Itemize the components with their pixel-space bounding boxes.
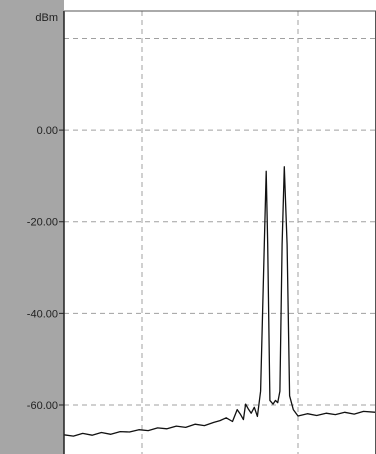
y-axis-band	[0, 0, 64, 454]
y-tick-marks	[59, 129, 64, 406]
y-tick-labels: 0.00 -20.00 -40.00 -60.00	[27, 125, 58, 412]
spectrum-trace	[63, 166, 376, 437]
y-axis-unit-label: dBm	[35, 12, 58, 24]
grid-lines	[64, 11, 376, 454]
y-tick-label: -40.00	[27, 308, 58, 320]
y-tick-label: -20.00	[27, 217, 58, 229]
y-tick-label: -60.00	[27, 400, 58, 412]
plot-area[interactable]	[64, 11, 376, 454]
y-tick-label: 0.00	[37, 125, 58, 137]
trace-layer	[63, 166, 376, 437]
